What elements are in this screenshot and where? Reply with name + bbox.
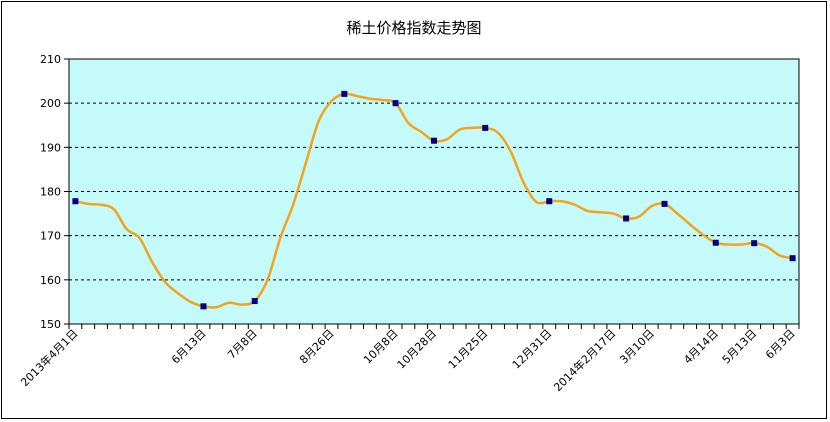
x-tick-label: 8月26日 [297, 327, 337, 367]
x-tick-label: 4月14日 [681, 327, 721, 367]
y-tick-label: 210 [40, 53, 61, 66]
chart-title: 稀土价格指数走势图 [346, 19, 481, 37]
x-tick-label: 7月8日 [225, 327, 260, 362]
y-tick-label: 180 [40, 186, 61, 199]
x-tick-label: 3月10日 [617, 327, 657, 367]
data-point-marker [546, 198, 553, 205]
x-tick-label: 10月8日 [361, 327, 401, 367]
data-point-marker [341, 90, 348, 97]
grid-lines [69, 102, 799, 281]
data-point-marker [789, 255, 796, 262]
y-tick-label: 190 [40, 141, 61, 154]
y-tick-label: 170 [40, 230, 61, 243]
y-tick-label: 160 [40, 274, 61, 287]
data-point-marker [661, 200, 668, 207]
x-tick-label: 12月31日 [510, 327, 555, 372]
x-tick-label: 5月13日 [720, 327, 760, 367]
data-point-marker [251, 298, 258, 305]
data-point-marker [431, 137, 437, 144]
data-point-marker [200, 303, 207, 310]
series-markers [72, 90, 796, 310]
y-tick-label: 200 [40, 97, 61, 110]
x-tick-label: 6月13日 [169, 327, 209, 367]
data-point-marker [751, 240, 758, 247]
y-axis: 150 160 170 180 190 200 210 [40, 53, 69, 331]
x-tick-label: 6月3日 [763, 327, 798, 362]
data-point-marker [712, 239, 719, 246]
data-point-marker [392, 100, 399, 107]
data-point-marker [623, 215, 630, 222]
x-tick-label: 2013年4月1日 [18, 326, 81, 389]
data-point-marker [482, 124, 489, 131]
data-point-marker [72, 198, 79, 205]
x-tick-label: 2014年2月17日 [551, 326, 619, 394]
x-tick-label: 11月25日 [446, 327, 491, 372]
y-tick-label: 150 [40, 318, 61, 331]
x-tick-label: 10月28日 [395, 327, 440, 372]
